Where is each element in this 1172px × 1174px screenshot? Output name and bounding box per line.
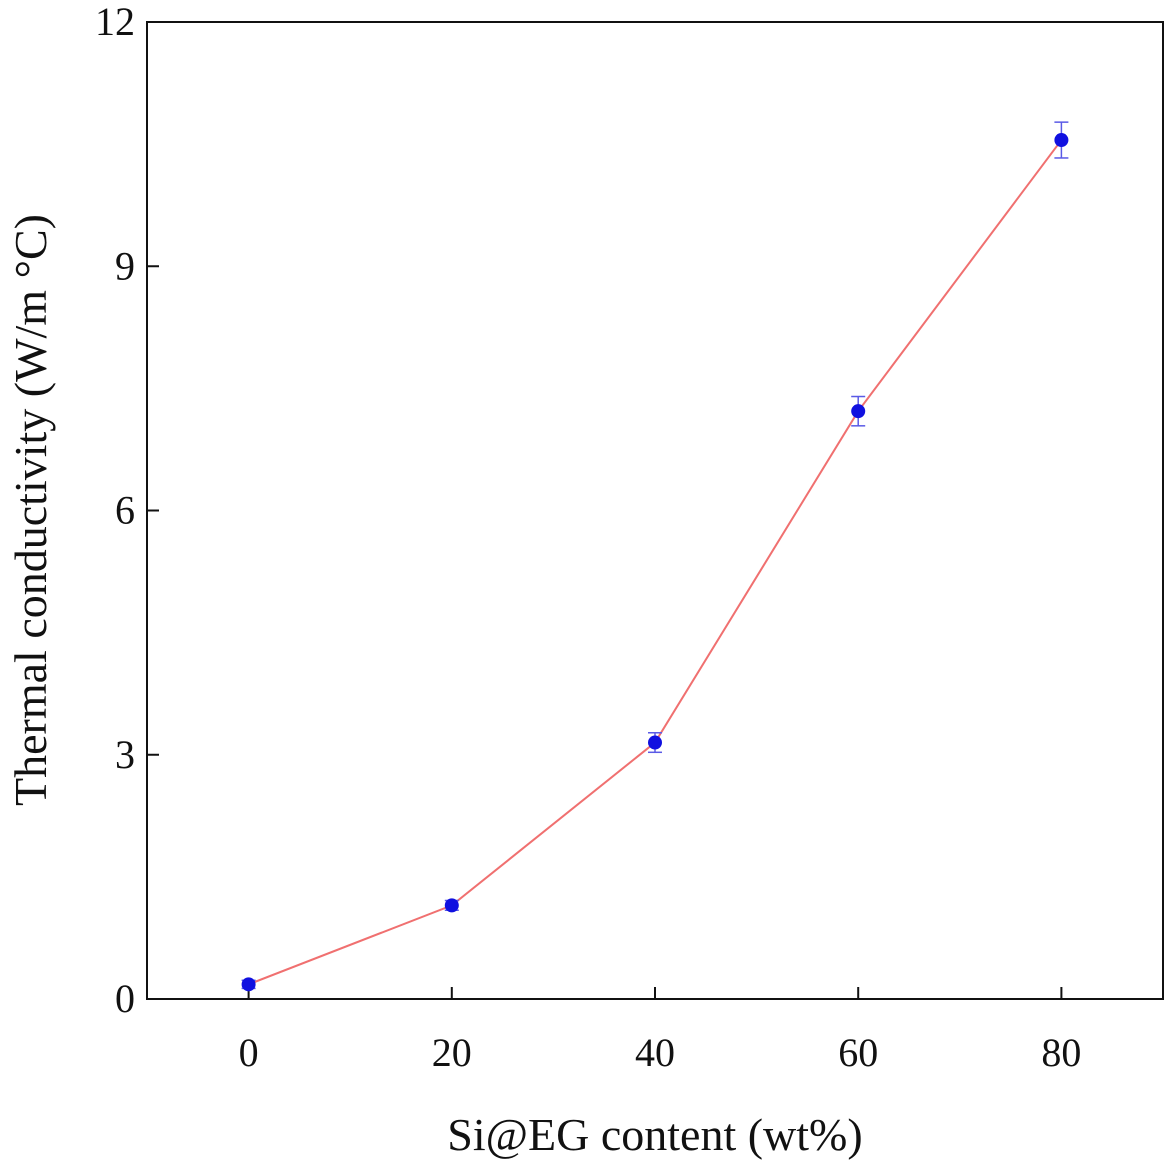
- y-tick-label: 9: [115, 243, 135, 288]
- data-point: [1054, 133, 1069, 148]
- y-tick-label: 6: [115, 488, 135, 533]
- x-axis-title: Si@EG content (wt%): [447, 1109, 862, 1160]
- series-line: [248, 139, 1063, 986]
- data-point: [648, 735, 662, 750]
- x-axis-ticks: 0 20 40 60 80: [239, 987, 1081, 1075]
- y-tick-label: 0: [115, 976, 135, 1021]
- y-axis-title: Thermal conductivity (W/m °C): [5, 214, 56, 806]
- x-tick-label: 20: [432, 1030, 472, 1075]
- series-layer: [241, 121, 1069, 992]
- y-axis-ticks: 0 3 6 9 12: [95, 0, 159, 1021]
- x-tick-label: 80: [1041, 1030, 1081, 1075]
- data-point: [851, 404, 866, 419]
- data-point: [444, 898, 459, 913]
- y-tick-label: 12: [95, 0, 135, 44]
- x-tick-label: 40: [635, 1030, 675, 1075]
- y-tick-label: 3: [115, 732, 135, 777]
- plot-frame: [146, 21, 1164, 1000]
- data-point: [241, 977, 256, 992]
- x-tick-label: 60: [838, 1030, 878, 1075]
- x-tick-label: 0: [239, 1030, 259, 1075]
